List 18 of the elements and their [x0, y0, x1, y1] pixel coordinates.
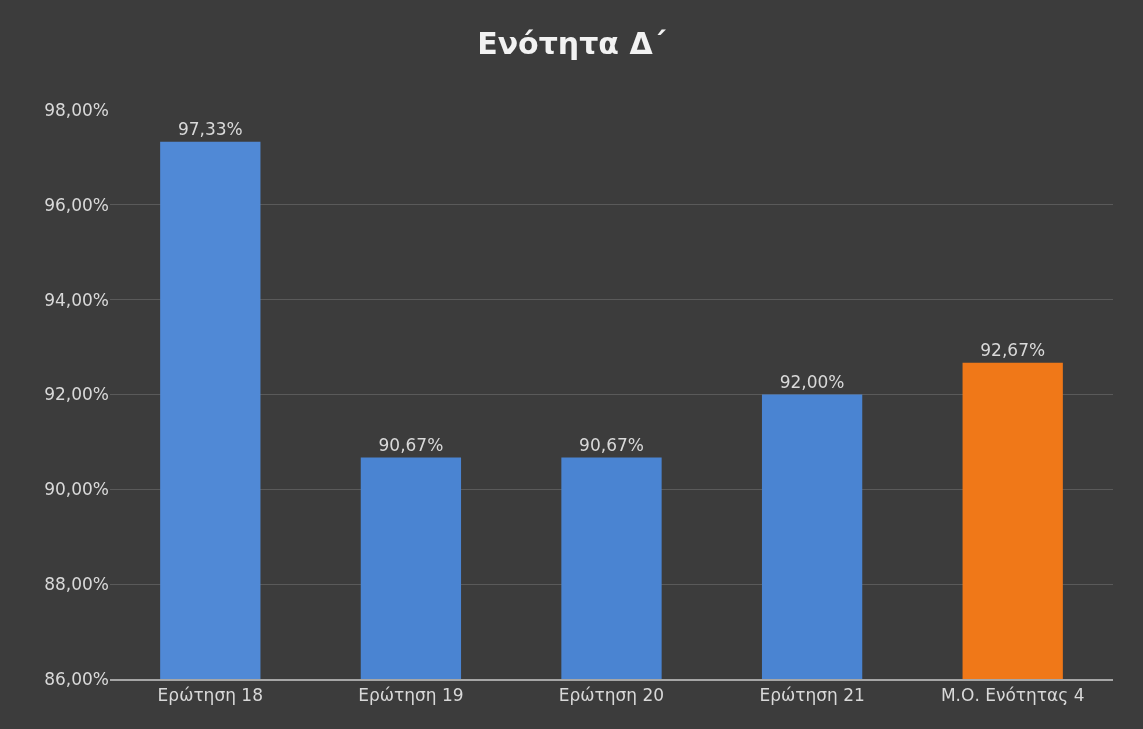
chart-title: Ενότητα Δ΄ [477, 25, 667, 61]
y-tick-label: 86,00% [44, 668, 109, 689]
y-tick-label: 96,00% [44, 194, 109, 215]
data-label: 92,67% [980, 339, 1046, 360]
x-tick-label: Μ.Ο. Ενότητας 4 [940, 685, 1085, 706]
y-tick-label: 98,00% [44, 99, 109, 120]
y-tick-label: 90,00% [44, 479, 109, 500]
x-tick-label: Ερώτηση 21 [759, 685, 865, 706]
x-tick-label: Ερώτηση 18 [157, 685, 263, 706]
x-tick-label: Ερώτηση 19 [358, 685, 464, 706]
data-label: 90,67% [378, 434, 444, 455]
data-label: 92,00% [779, 371, 845, 392]
y-tick-label: 94,00% [44, 289, 109, 310]
y-tick-label: 88,00% [44, 574, 109, 595]
data-label: 90,67% [579, 434, 644, 455]
y-tick-label: 92,00% [44, 384, 109, 405]
x-tick-label: Ερώτηση 20 [558, 685, 665, 706]
data-label: 97,33% [177, 118, 243, 139]
